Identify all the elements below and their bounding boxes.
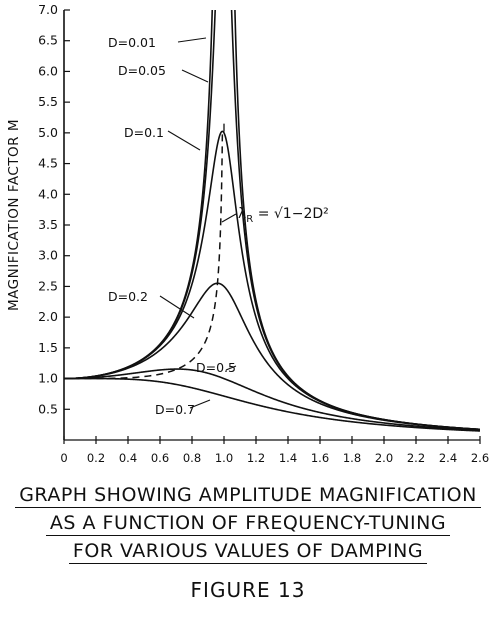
series-label-d-0-05: D=0.05 bbox=[118, 63, 166, 78]
series-leader-line bbox=[189, 399, 211, 409]
figure-label-text: FIGURE 13 bbox=[190, 578, 306, 602]
resonance-label: λR = √1−2D² bbox=[238, 206, 329, 225]
series-line-d-0-1 bbox=[64, 130, 480, 431]
x-tick-label: 1.8 bbox=[343, 451, 361, 465]
x-tick-label: 1.6 bbox=[311, 451, 329, 465]
y-axis-title: MAGNIFICATION FACTOR M bbox=[6, 119, 22, 311]
curve-group bbox=[64, 10, 480, 432]
y-tick-label: 7.0 bbox=[38, 2, 58, 17]
y-tick-label: 4.5 bbox=[38, 156, 58, 171]
series-leader-line bbox=[181, 69, 209, 83]
resonance-label-lambda: λ bbox=[238, 206, 246, 222]
series-leader-line bbox=[177, 37, 207, 43]
y-tick-label: 1.0 bbox=[38, 371, 58, 386]
x-tick-label: 0.6 bbox=[151, 451, 169, 465]
series-leader-line bbox=[159, 295, 195, 319]
y-tick-label: 1.5 bbox=[38, 340, 58, 355]
y-tick-label: 0.5 bbox=[38, 401, 58, 416]
caption-line-3: FOR VARIOUS VALUES OF DAMPING bbox=[0, 540, 496, 564]
series-label-d-0-5: D=0.5 bbox=[196, 360, 236, 375]
series-label-d-0-2: D=0.2 bbox=[108, 289, 148, 304]
caption-line-2-text: AS A FUNCTION OF FREQUENCY-TUNING bbox=[45, 512, 451, 536]
y-tick-label: 4.0 bbox=[38, 186, 58, 201]
resonance-leader-line bbox=[221, 213, 237, 223]
y-tick-label: 5.5 bbox=[38, 94, 58, 109]
x-tick-label: 2.4 bbox=[439, 451, 457, 465]
resonance-label-expression: = √1−2D² bbox=[253, 206, 329, 222]
series-leader-line bbox=[225, 365, 237, 371]
x-tick-label: 0 bbox=[60, 451, 67, 465]
series-label-d-0-1: D=0.1 bbox=[124, 125, 164, 140]
resonance-label-subscript: R bbox=[246, 214, 253, 225]
series-label-d-0-01: D=0.01 bbox=[108, 35, 156, 50]
series-labels-group: D=0.01 D=0.05 D=0.1 D=0.2 D=0.5 D=0.7 λR = √1−… bbox=[108, 35, 329, 417]
x-tick-label: 0.4 bbox=[119, 451, 137, 465]
caption-line-1-text: GRAPH SHOWING AMPLITUDE MAGNIFICATION bbox=[15, 484, 481, 508]
x-tick-label: 1.4 bbox=[279, 451, 297, 465]
magnification-chart: 0.5 1.0 1.5 2.0 2.5 3.0 3.5 4.0 4.5 5.0 5.5 6.0 6.5 7… bbox=[6, 2, 489, 465]
series-label-d-0-7: D=0.7 bbox=[155, 402, 195, 417]
y-tick-label: 2.5 bbox=[38, 278, 58, 293]
resonance-locus-line bbox=[76, 134, 224, 380]
caption-line-2: AS A FUNCTION OF FREQUENCY-TUNING bbox=[0, 512, 496, 536]
caption-line-3-text: FOR VARIOUS VALUES OF DAMPING bbox=[68, 540, 428, 564]
x-tick-label: 0.2 bbox=[87, 451, 105, 465]
x-tick-label: 1.0 bbox=[215, 451, 233, 465]
series-line-d-0-5 bbox=[64, 368, 480, 432]
series-leader-line bbox=[167, 130, 201, 151]
axes-group: 0.5 1.0 1.5 2.0 2.5 3.0 3.5 4.0 4.5 5.0 5.5 6.0 6.5 7… bbox=[6, 2, 489, 465]
y-tick-label: 5.0 bbox=[38, 125, 58, 140]
y-tick-label: 6.0 bbox=[38, 63, 58, 78]
y-tick-label: 6.5 bbox=[38, 33, 58, 48]
y-tick-label: 3.0 bbox=[38, 248, 58, 263]
x-tick-label: 0.8 bbox=[183, 451, 201, 465]
series-line-d-0-2 bbox=[64, 282, 480, 431]
x-tick-label: 2.6 bbox=[471, 451, 489, 465]
x-tick-label: 1.2 bbox=[247, 451, 265, 465]
x-tick-label: 2.2 bbox=[407, 451, 425, 465]
caption-line-1: GRAPH SHOWING AMPLITUDE MAGNIFICATION bbox=[0, 484, 496, 508]
x-tick-label: 2.0 bbox=[375, 451, 393, 465]
figure-label: FIGURE 13 bbox=[0, 578, 496, 602]
series-line-d-0-7 bbox=[64, 377, 480, 432]
y-tick-label: 3.5 bbox=[38, 217, 58, 232]
y-tick-label: 2.0 bbox=[38, 309, 58, 324]
